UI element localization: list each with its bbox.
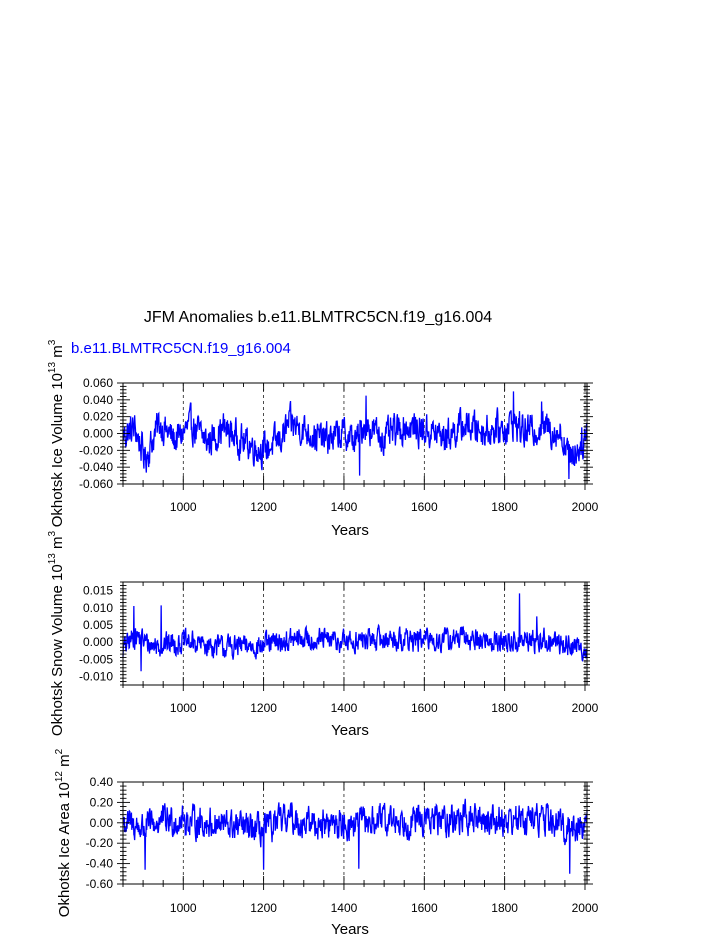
x-axis-label: Years <box>331 921 369 935</box>
x-axis-label: Years <box>331 722 369 739</box>
y-tick-label: 0.20 <box>90 795 114 809</box>
x-tick-label: 2000 <box>572 901 599 915</box>
figure-title: JFM Anomalies b.e11.BLMTRC5CN.f19_g16.00… <box>144 309 492 326</box>
x-tick-label: 1000 <box>170 901 197 915</box>
x-tick-label: 1600 <box>411 500 438 514</box>
y-tick-label: 0.000 <box>83 635 113 649</box>
x-tick-label: 1400 <box>331 901 358 915</box>
y-tick-label: -0.010 <box>79 669 113 683</box>
y-tick-label: -0.020 <box>79 443 113 457</box>
series-line <box>122 593 588 672</box>
y-tick-label: 0.040 <box>83 393 113 407</box>
panel-ice-volume: 1000 1200 1400 1600 1800 2000 0.060 0.040 0.020 0… <box>47 339 599 539</box>
y-tick-label: -0.005 <box>79 652 113 666</box>
y-axis-label: Okhotsk Ice Area 1012 m2 <box>54 748 73 917</box>
x-tick-label: 1400 <box>331 500 358 514</box>
x-tick-label: 1400 <box>331 701 358 715</box>
series-label: b.e11.BLMTRC5CN.f19_g16.004 <box>71 340 291 357</box>
x-tick-label: 1200 <box>250 500 277 514</box>
x-tick-label: 1000 <box>170 500 197 514</box>
y-tick-label: 0.015 <box>83 584 113 598</box>
x-tick-label: 1800 <box>491 901 518 915</box>
x-tick-label: 2000 <box>572 500 599 514</box>
y-tick-label: 0.40 <box>90 775 114 789</box>
x-tick-label: 1200 <box>250 701 277 715</box>
x-tick-label: 2000 <box>572 701 599 715</box>
y-axis-label: Okhotsk Snow Volume 1013 m3 <box>47 531 66 737</box>
x-tick-label: 1600 <box>411 901 438 915</box>
series-line <box>122 391 588 479</box>
y-tick-label: -0.40 <box>86 857 114 871</box>
y-axis-label: Okhotsk Ice Volume 1013 m3 <box>47 339 66 527</box>
x-tick-label: 1800 <box>491 500 518 514</box>
y-tick-label: 0.00 <box>90 816 114 830</box>
y-tick-label: -0.20 <box>86 836 114 850</box>
y-tick-label: 0.060 <box>83 376 113 390</box>
y-tick-label: 0.010 <box>83 601 113 615</box>
y-tick-label: -0.60 <box>86 877 114 891</box>
y-tick-label: -0.060 <box>79 477 113 491</box>
panel-snow-volume: 1000 1200 1400 1600 1800 2000 0.015 0.010 0.005 0… <box>47 531 599 740</box>
x-tick-label: 1800 <box>491 701 518 715</box>
y-tick-label: 0.000 <box>83 427 113 441</box>
plot-frame <box>122 781 588 885</box>
y-tick-label: -0.040 <box>79 460 113 474</box>
series-line <box>122 798 588 874</box>
x-axis-label: Years <box>331 522 369 539</box>
x-tick-label: 1200 <box>250 901 277 915</box>
y-tick-label: 0.005 <box>83 618 113 632</box>
x-tick-label: 1600 <box>411 701 438 715</box>
x-tick-label: 1000 <box>170 701 197 715</box>
y-tick-label: 0.020 <box>83 410 113 424</box>
panel-ice-area: 1000 1200 1400 1600 1800 2000 0.40 0.20 0.00 -0.2… <box>54 748 599 935</box>
